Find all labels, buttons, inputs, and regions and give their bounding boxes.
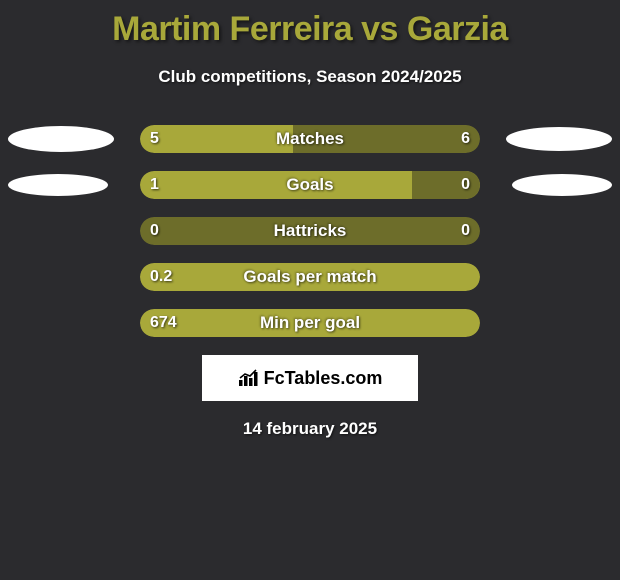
- stat-value-left: 1: [150, 176, 159, 194]
- logo-box: FcTables.com: [202, 355, 418, 401]
- player-right-ellipse: [512, 174, 612, 196]
- stat-value-left: 5: [150, 130, 159, 148]
- stat-label: Goals: [286, 175, 333, 195]
- stat-label: Min per goal: [260, 313, 360, 333]
- logo: FcTables.com: [238, 368, 383, 389]
- stat-value-left: 0: [150, 222, 159, 240]
- stat-value-left: 0.2: [150, 268, 172, 286]
- stat-value-right: 6: [461, 130, 470, 148]
- stat-bar: Hattricks: [140, 217, 480, 245]
- stat-value-left: 674: [150, 314, 177, 332]
- stat-row: Matches 5 6: [0, 125, 620, 153]
- stat-bar: Goals per match: [140, 263, 480, 291]
- stat-row: Goals per match 0.2: [0, 263, 620, 291]
- comparison-rows: Matches 5 6 Goals 1 0 Hattricks 0 0 Goals per mat…: [0, 125, 620, 337]
- stat-label: Hattricks: [274, 221, 347, 241]
- player-left-ellipse: [8, 126, 114, 152]
- stat-bar: Matches: [140, 125, 480, 153]
- bar-chart-icon: [238, 369, 260, 387]
- stat-label: Goals per match: [243, 267, 376, 287]
- comparison-date: 14 february 2025: [0, 419, 620, 439]
- stat-value-right: 0: [461, 222, 470, 240]
- stat-row: Min per goal 674: [0, 309, 620, 337]
- stat-bar: Min per goal: [140, 309, 480, 337]
- comparison-subtitle: Club competitions, Season 2024/2025: [0, 67, 620, 87]
- bar-fill-left: [140, 125, 293, 153]
- comparison-title: Martim Ferreira vs Garzia: [0, 0, 620, 49]
- stat-value-right: 0: [461, 176, 470, 194]
- logo-text: FcTables.com: [264, 368, 383, 389]
- stat-row: Goals 1 0: [0, 171, 620, 199]
- stat-row: Hattricks 0 0: [0, 217, 620, 245]
- player-left-ellipse: [8, 174, 108, 196]
- stat-bar: Goals: [140, 171, 480, 199]
- player-right-ellipse: [506, 127, 612, 151]
- stat-label: Matches: [276, 129, 344, 149]
